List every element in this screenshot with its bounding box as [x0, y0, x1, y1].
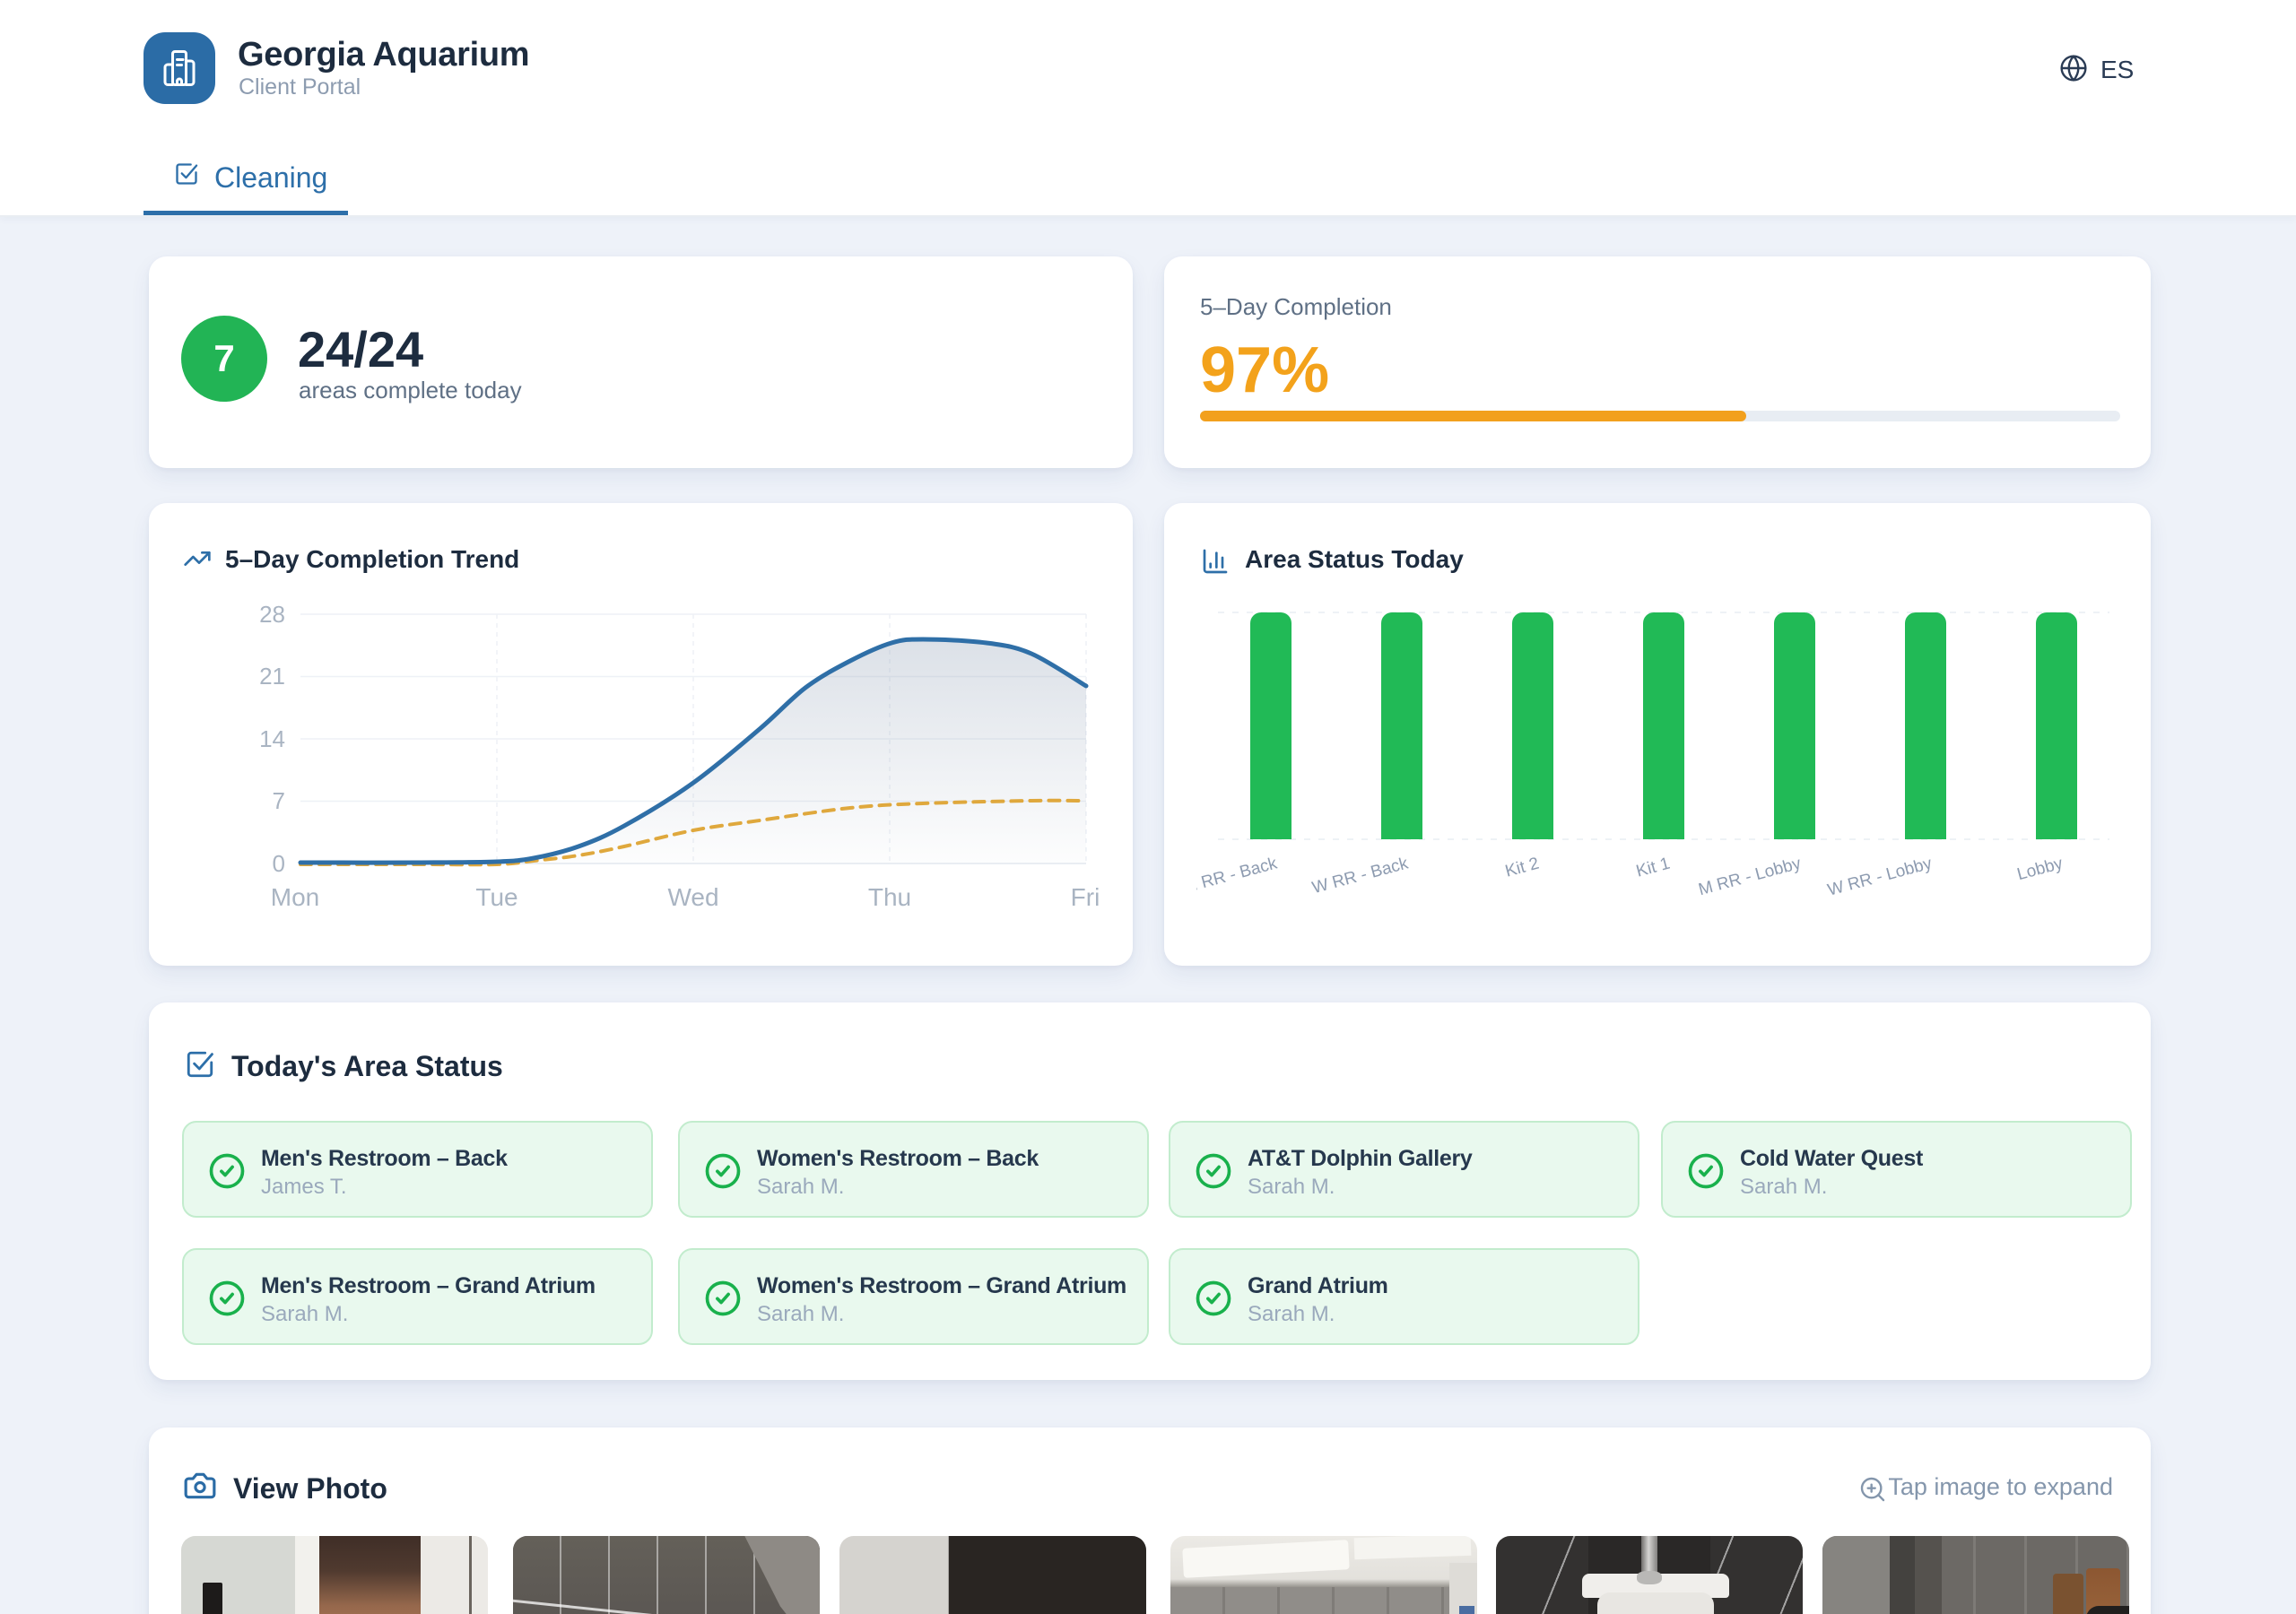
svg-text:Mon: Mon: [271, 883, 319, 911]
svg-text:7: 7: [273, 787, 285, 814]
svg-text:Kit 1: Kit 1: [1634, 855, 1672, 881]
svg-text:Fri: Fri: [1071, 883, 1100, 911]
svg-text:Kit 2: Kit 2: [1503, 855, 1541, 881]
svg-text:28: 28: [259, 601, 285, 628]
svg-text:M RR - Back: M RR - Back: [1181, 854, 1280, 897]
svg-text:M RR - Lobby: M RR - Lobby: [1697, 854, 1804, 899]
svg-text:Thu: Thu: [868, 883, 911, 911]
svg-text:W RR - Lobby: W RR - Lobby: [1826, 854, 1935, 899]
svg-text:W RR - Back: W RR - Back: [1310, 854, 1411, 898]
svg-text:14: 14: [259, 725, 285, 752]
svg-text:Wed: Wed: [667, 883, 718, 911]
svg-text:Tue: Tue: [475, 883, 517, 911]
svg-text:Lobby: Lobby: [2015, 854, 2066, 884]
svg-text:0: 0: [273, 850, 285, 877]
svg-text:21: 21: [259, 663, 285, 690]
